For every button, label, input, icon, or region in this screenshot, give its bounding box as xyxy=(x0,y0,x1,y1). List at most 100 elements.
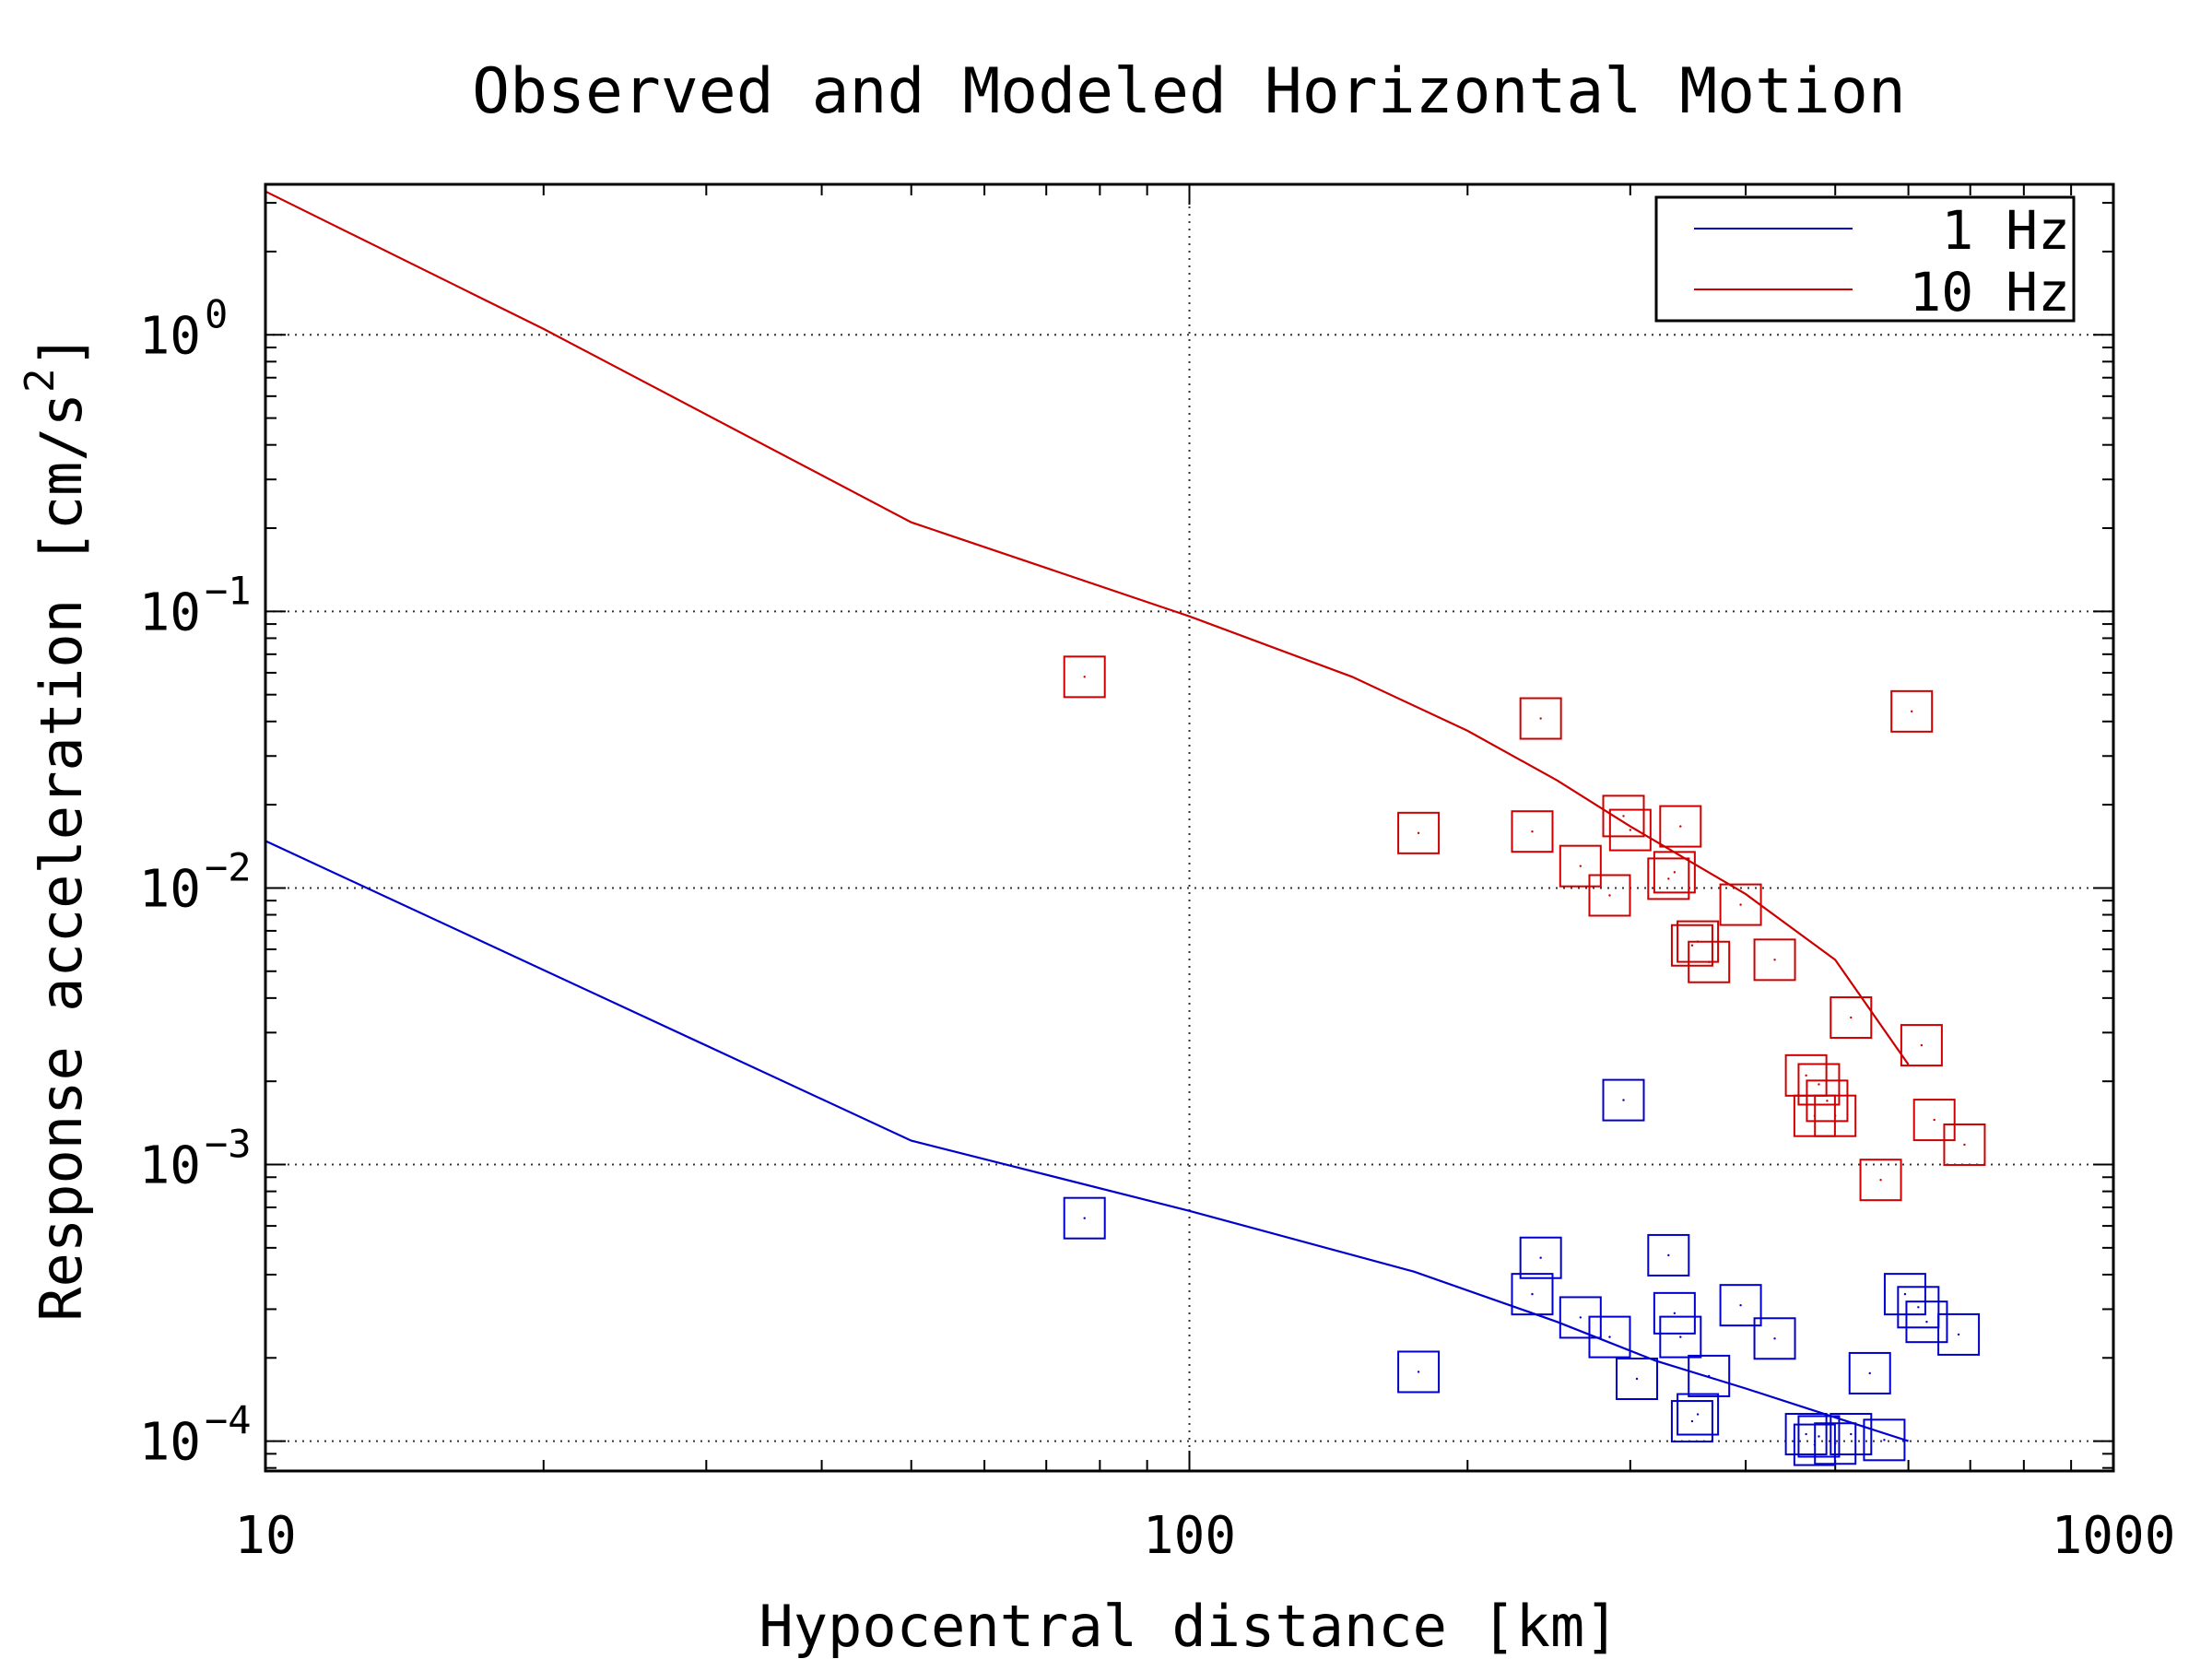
observed-point-10hz xyxy=(1753,938,1796,982)
observed-point-1hz xyxy=(1905,1300,1948,1344)
x-tick-label: 1000 xyxy=(2052,1506,2176,1566)
x-tick-label: 100 xyxy=(1143,1506,1236,1566)
observed-point-center xyxy=(1629,829,1632,831)
observed-point-center xyxy=(1920,1043,1924,1047)
y-axis-label-suffix: ] xyxy=(28,334,95,368)
observed-point-1hz xyxy=(1797,1415,1841,1458)
observed-point-center xyxy=(1911,710,1913,713)
legend-label-1hz: 1 Hz xyxy=(1941,199,2070,262)
observed-point-10hz xyxy=(1653,851,1696,894)
observed-point-1hz xyxy=(1830,1413,1873,1456)
model-lines xyxy=(265,190,1910,1442)
observed-point-1hz xyxy=(1753,1317,1796,1360)
observed-point-1hz xyxy=(1883,1273,1926,1316)
y-tick-label-exponent: −4 xyxy=(205,1398,252,1443)
observed-point-10hz xyxy=(1814,1094,1857,1137)
observed-point-center xyxy=(1925,1320,1928,1324)
observed-point-center xyxy=(1707,960,1711,963)
y-tick-label-exponent: −1 xyxy=(205,568,252,613)
observed-point-10hz xyxy=(1797,1063,1841,1106)
y-tick-label-exponent: 0 xyxy=(205,291,228,336)
observed-point-center xyxy=(1531,830,1534,833)
observed-point-10hz xyxy=(1806,1079,1849,1123)
observed-point-center xyxy=(1834,1442,1837,1445)
observed-point-1hz xyxy=(1848,1351,1891,1394)
observed-point-1hz xyxy=(1784,1413,1828,1456)
observed-point-center xyxy=(1608,1335,1611,1338)
observed-point-center xyxy=(1696,1413,1700,1416)
observed-point-center xyxy=(1083,1217,1086,1219)
legend-box xyxy=(1654,195,2076,323)
observed-point-center xyxy=(1883,1439,1886,1441)
y-axis-label-exponent: 2 xyxy=(17,368,64,393)
observed-point-1hz xyxy=(1647,1233,1690,1277)
observed-point-1hz xyxy=(1397,1350,1441,1394)
observed-point-center xyxy=(1773,1337,1776,1340)
observed-point-center xyxy=(1539,1256,1542,1259)
observed-point-1hz xyxy=(1937,1312,1981,1356)
observed-point-10hz xyxy=(1670,924,1713,967)
observed-point-center xyxy=(1667,877,1670,880)
chart-title: Observed and Modeled Horizontal Motion xyxy=(472,55,1906,128)
observed-point-center xyxy=(1963,1143,1966,1147)
observed-point-10hz xyxy=(1511,810,1554,853)
y-tick-label-exponent: −2 xyxy=(205,844,252,889)
observed-point-10hz xyxy=(1912,1099,1956,1142)
observed-point-10hz xyxy=(1063,655,1106,699)
model-line-1hz xyxy=(265,840,1909,1442)
observed-point-center xyxy=(1903,1292,1907,1296)
observed-point-center xyxy=(1850,1432,1853,1436)
observed-point-10hz xyxy=(1900,1024,1943,1067)
observed-point-10hz xyxy=(1719,883,1762,926)
observed-point-center xyxy=(1690,1419,1694,1423)
observed-point-1hz xyxy=(1519,1236,1562,1279)
observed-point-center xyxy=(1957,1333,1960,1336)
observed-point-center xyxy=(1818,1083,1820,1086)
plot-frame xyxy=(264,182,2115,1473)
y-tick-label: 10 xyxy=(139,1413,201,1473)
observed-point-center xyxy=(1868,1371,1871,1375)
model-line-10hz xyxy=(265,190,1910,1065)
observed-point-1hz xyxy=(1616,1358,1659,1401)
y-tick-label: 10 xyxy=(139,306,201,366)
grid-lines xyxy=(265,184,2113,1471)
observed-point-center xyxy=(1707,1374,1711,1378)
observed-point-center xyxy=(1673,871,1677,874)
observed-point-10hz xyxy=(1890,689,1934,733)
observed-point-center xyxy=(1773,959,1776,961)
observed-point-center xyxy=(1622,1099,1625,1101)
observed-point-10hz xyxy=(1588,874,1631,917)
observed-point-center xyxy=(1635,1377,1639,1381)
observed-point-10hz xyxy=(1608,808,1652,852)
legend-label-10hz: 10 Hz xyxy=(1909,261,2070,324)
observed-point-1hz xyxy=(1653,1291,1696,1335)
observed-point-center xyxy=(1805,1432,1807,1436)
observed-point-center xyxy=(1531,1292,1534,1296)
observed-point-center xyxy=(1539,717,1542,720)
y-tick-label: 10 xyxy=(139,859,201,919)
observed-point-10hz xyxy=(1659,805,1702,848)
observed-point-10hz xyxy=(1647,857,1690,900)
observed-point-10hz xyxy=(1519,697,1562,740)
observed-point-center xyxy=(1879,1178,1882,1182)
observed-point-center xyxy=(1083,676,1086,678)
observed-point-1hz xyxy=(1670,1400,1713,1443)
observed-point-10hz xyxy=(1559,844,1602,888)
y-tick-label: 10 xyxy=(139,582,201,642)
x-axis-label: Hypocentral distance [km] xyxy=(759,1593,1618,1659)
observed-markers xyxy=(1063,655,1986,1466)
observed-point-center xyxy=(1690,944,1694,947)
observed-point-center xyxy=(1917,1306,1920,1309)
observed-point-1hz xyxy=(1588,1315,1631,1359)
legend: 1 Hz 10 Hz xyxy=(1654,195,2076,324)
observed-point-center xyxy=(1417,1371,1420,1373)
observed-point-center xyxy=(1850,1016,1853,1019)
observed-point-center xyxy=(1818,1435,1820,1438)
y-tick-label-exponent: −3 xyxy=(205,1122,252,1167)
observed-point-1hz xyxy=(1814,1422,1857,1465)
observed-point-center xyxy=(1579,1316,1583,1319)
observed-point-center xyxy=(1679,825,1682,828)
